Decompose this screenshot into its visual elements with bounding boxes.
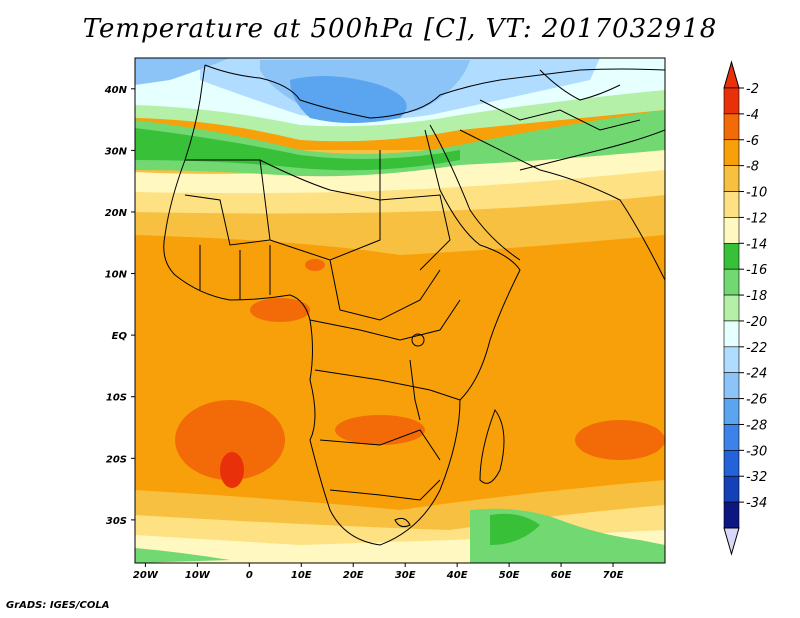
y-tick-label: EQ xyxy=(112,331,128,342)
colorbar-label: -12 xyxy=(746,211,767,226)
colorbar-top-arrow xyxy=(723,60,740,89)
colorbar-label: -10 xyxy=(746,186,767,201)
colorbar-label: -8 xyxy=(746,160,759,175)
colorbar-label: -6 xyxy=(746,134,759,149)
colorbar-bottom-arrow xyxy=(723,527,740,556)
x-tick-label: 0 xyxy=(246,570,253,581)
map-title: Temperature at 500hPa [C], VT: 201703291… xyxy=(82,14,718,44)
plot-frame xyxy=(134,57,666,564)
y-axis-ticks: 40N 30N 20N 10N EQ 10S 20S 30S xyxy=(104,85,135,527)
x-tick-label: 30E xyxy=(395,570,416,581)
colorbar-label: -32 xyxy=(746,470,767,485)
colorbar-label: -20 xyxy=(746,315,767,330)
colorbar-swatch xyxy=(723,165,740,192)
x-tick-label: 70E xyxy=(603,570,624,581)
x-tick-label: 10E xyxy=(291,570,312,581)
x-tick-label: 20W xyxy=(133,570,159,581)
y-tick-label: 10N xyxy=(105,270,128,281)
colorbar-label: -28 xyxy=(746,418,767,433)
colorbar-label: -4 xyxy=(746,108,759,123)
colorbar-swatch xyxy=(723,242,740,270)
colorbar-swatch xyxy=(723,268,740,296)
x-tick-label: 50E xyxy=(499,570,520,581)
colorbar-label: -18 xyxy=(746,289,767,304)
colorbar-label: -22 xyxy=(746,341,767,356)
footer-credit: GrADS: IGES/COLA xyxy=(6,600,110,611)
colorbar-swatch xyxy=(723,372,740,399)
colorbar-swatch xyxy=(723,191,740,218)
colorbar-swatch xyxy=(723,320,740,348)
x-tick-label: 60E xyxy=(551,570,572,581)
colorbar-swatch xyxy=(723,450,740,477)
colorbar-swatch xyxy=(723,113,740,141)
colorbar-label: -30 xyxy=(746,444,767,459)
colorbar-label: -2 xyxy=(746,82,759,97)
colorbar-swatch xyxy=(723,87,740,115)
y-tick-label: 10S xyxy=(106,393,127,404)
colorbar-label: -24 xyxy=(746,367,767,382)
colorbar-label: -14 xyxy=(746,237,767,252)
x-axis-ticks: 20W 10W 0 10E 20E 30E 40E 50E 60E 70E xyxy=(133,563,624,581)
colorbar-swatch xyxy=(723,346,740,374)
colorbar-swatch xyxy=(723,294,740,322)
colorbar-swatch xyxy=(723,139,740,166)
colorbar-swatch xyxy=(723,398,740,425)
x-tick-label: 20E xyxy=(343,570,364,581)
colorbar-label: -34 xyxy=(746,496,767,511)
y-tick-label: 20S xyxy=(106,454,127,465)
colorbar-label: -16 xyxy=(746,263,767,278)
colorbar-swatch xyxy=(723,501,740,529)
y-tick-label: 40N xyxy=(104,85,128,96)
y-tick-label: 20N xyxy=(105,208,128,219)
y-tick-label: 30S xyxy=(106,516,127,527)
y-tick-label: 30N xyxy=(105,146,128,157)
coastlines xyxy=(163,64,665,546)
colorbar-swatch xyxy=(723,475,740,503)
colorbar-swatch xyxy=(723,217,740,244)
colorbar-label: -26 xyxy=(746,393,767,408)
colorbar: -2 -4 -6 -8 -10 -12 -14 -16 -18 -20 -22 -24 -26 -28 -3… xyxy=(723,60,767,556)
x-tick-label: 10W xyxy=(185,570,211,581)
colorbar-swatch xyxy=(723,424,740,451)
x-tick-label: 40E xyxy=(446,570,468,581)
